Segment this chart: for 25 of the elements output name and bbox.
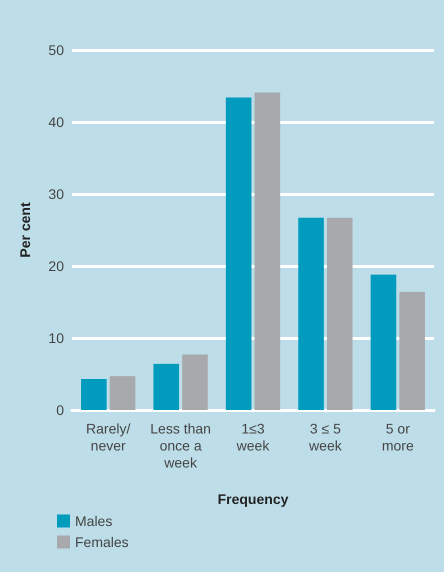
y-tick-label: 0	[56, 402, 64, 418]
x-tick-label: 1≤3 week	[236, 420, 270, 454]
y-tick-label: 30	[48, 186, 64, 202]
bar	[254, 92, 280, 410]
x-tick-label: 5 or more	[382, 420, 414, 454]
legend-label: Males	[75, 513, 112, 529]
legend-label: Females	[75, 534, 129, 550]
y-tick-label: 20	[48, 258, 64, 274]
x-tick-label: Rarely/ never	[86, 420, 130, 454]
bar	[298, 218, 324, 410]
bar	[326, 218, 353, 410]
x-axis-title: Frequency	[218, 491, 289, 507]
x-tick-label: Less than once a week	[150, 420, 211, 470]
bar	[399, 292, 425, 410]
bar	[182, 354, 208, 410]
bar	[370, 274, 396, 410]
bar	[110, 376, 136, 410]
x-tick-label: 3 ≤ 5 week	[308, 420, 343, 454]
bar	[226, 98, 252, 410]
y-tick-label: 10	[48, 330, 64, 346]
bar	[81, 379, 107, 410]
bar	[153, 364, 180, 410]
y-tick-label: 50	[48, 42, 64, 58]
y-tick-label: 40	[48, 114, 64, 130]
y-axis-title: Per cent	[17, 202, 33, 258]
